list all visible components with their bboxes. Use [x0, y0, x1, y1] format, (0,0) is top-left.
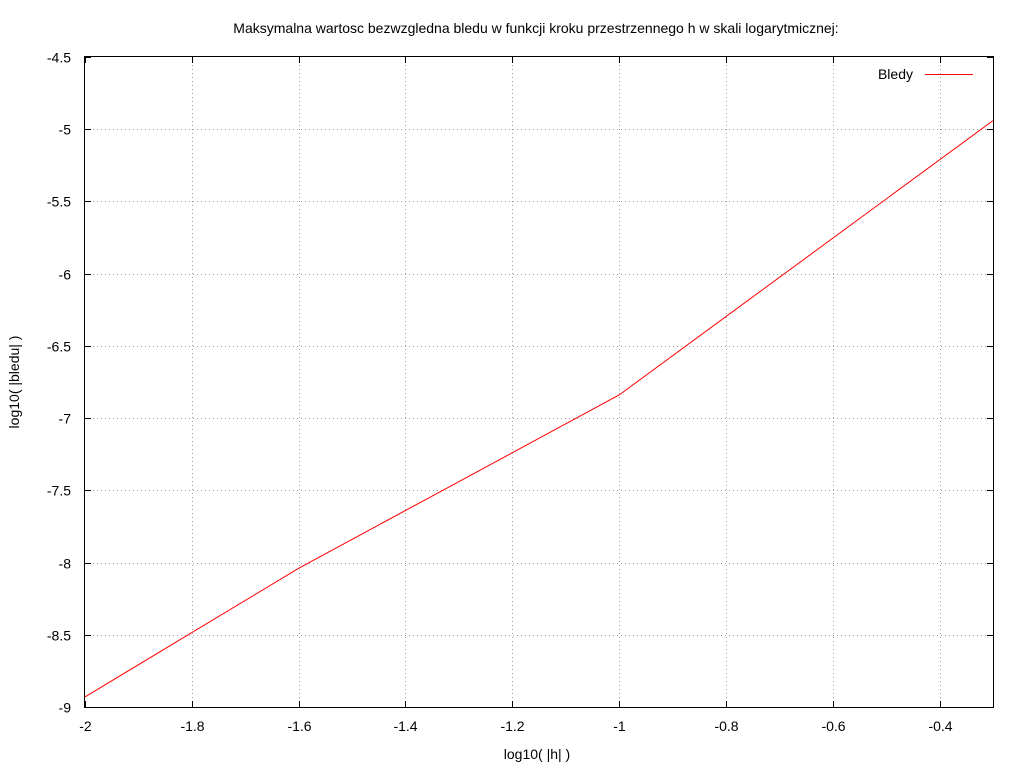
- y-tick-label: -8.5: [47, 628, 71, 644]
- x-tick-label: -1.2: [500, 718, 524, 734]
- y-axis-label: log10( |bledu| ): [6, 336, 22, 429]
- tick-labels: -2 -1.8 -1.6 -1.4 -1.2 -1 -0.8 -0.6 -0.4 -9 -8.5 -8…: [47, 50, 953, 735]
- y-tick-label: -9: [59, 700, 72, 716]
- axis-ticks: [85, 57, 993, 708]
- y-tick-label: -5.5: [47, 194, 71, 210]
- y-tick-label: -5: [59, 122, 72, 138]
- x-tick-label: -0.4: [928, 718, 952, 734]
- x-tick-label: -1.6: [287, 718, 311, 734]
- y-tick-label: -4.5: [47, 50, 71, 66]
- y-tick-label: -8: [59, 556, 72, 572]
- legend: Bledy: [878, 66, 973, 82]
- y-tick-label: -7.5: [47, 483, 71, 499]
- y-tick-label: -7: [59, 411, 72, 427]
- x-tick-label: -0.6: [821, 718, 845, 734]
- x-tick-label: -2: [79, 718, 92, 734]
- y-tick-label: -6.5: [47, 339, 71, 355]
- chart-title: Maksymalna wartosc bezwzgledna bledu w f…: [233, 20, 838, 36]
- x-axis-label: log10( |h| ): [504, 746, 570, 762]
- series-line: [84, 120, 994, 698]
- plot-frame: [84, 56, 994, 708]
- x-tick-label: -0.8: [714, 718, 738, 734]
- x-tick-label: -1.4: [393, 718, 417, 734]
- x-tick-label: -1.8: [180, 718, 204, 734]
- grid: [85, 57, 993, 707]
- legend-label: Bledy: [878, 66, 913, 82]
- series-layer: [84, 120, 994, 698]
- x-tick-label: -1: [613, 718, 626, 734]
- y-tick-label: -6: [59, 267, 72, 283]
